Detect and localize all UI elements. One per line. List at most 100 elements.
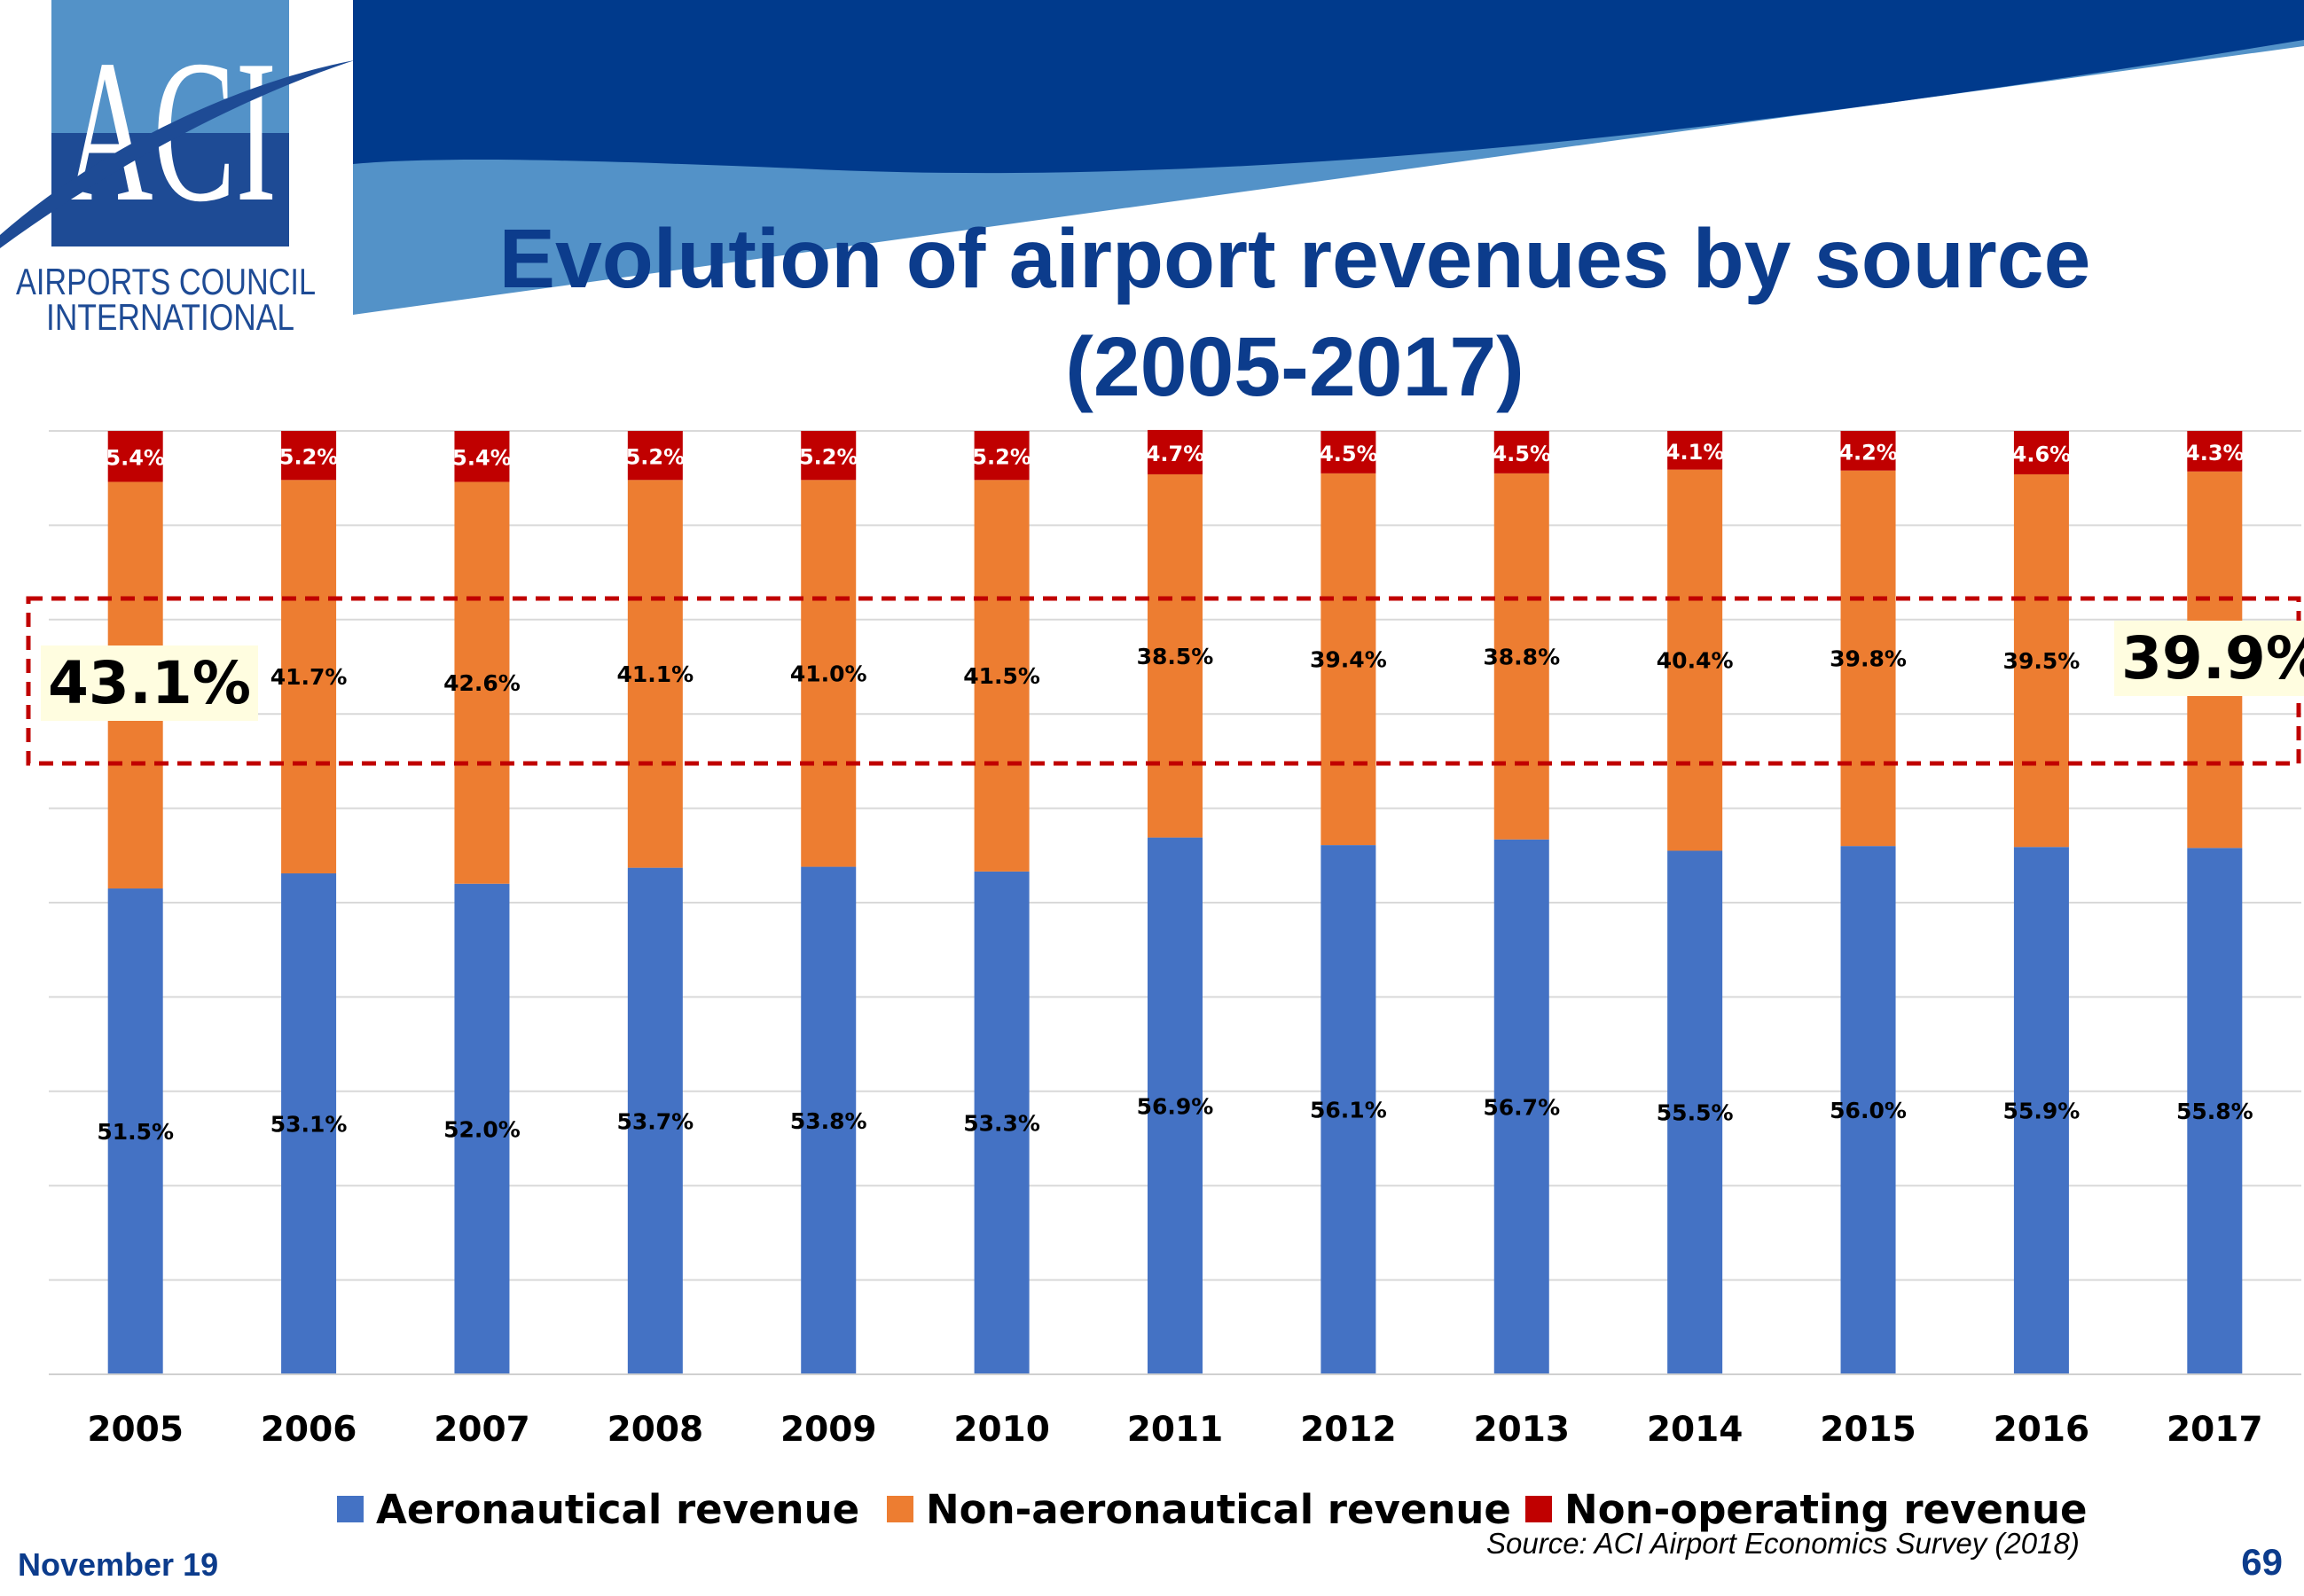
data-label: 40.4%: [1657, 648, 1734, 674]
x-tick-label: 2007: [434, 1410, 530, 1450]
x-tick-label: 2014: [1647, 1410, 1744, 1450]
page-title-line2: (2005-2017): [1065, 320, 1524, 414]
x-tick-label: 2011: [1127, 1410, 1224, 1450]
bar-segment: [974, 431, 1030, 481]
page-title-line1: Evolution of airport revenues by source: [498, 212, 2091, 306]
bar-segment: [1493, 839, 1549, 1374]
legend-item-aeronautical: Aeronautical revenue: [337, 1483, 859, 1536]
bar-segment: [281, 480, 337, 874]
bar-segment: [1148, 429, 1203, 474]
data-label: 5.2%: [972, 445, 1031, 470]
bar-segment: [974, 480, 1030, 872]
bar-segment: [1148, 473, 1203, 838]
bar-segment: [2187, 431, 2243, 472]
data-label: 41.5%: [963, 663, 1040, 689]
callout-first-value: 43.1%: [41, 645, 258, 721]
bar-segment: [801, 866, 857, 1374]
data-label: 42.6%: [443, 670, 521, 696]
bar-segment: [107, 431, 163, 482]
x-tick-label: 2008: [607, 1410, 704, 1450]
legend-label-aeronautical: Aeronautical revenue: [376, 1485, 860, 1533]
data-label: 52.0%: [443, 1116, 521, 1142]
data-label: 38.8%: [1483, 644, 1560, 669]
data-label: 53.3%: [963, 1110, 1040, 1136]
bar-segment: [1320, 845, 1376, 1374]
bar-segment: [454, 883, 510, 1374]
bar-segment: [2013, 473, 2069, 848]
data-label: 56.1%: [1310, 1098, 1387, 1123]
bar-segment: [454, 481, 510, 884]
dark-band: [353, 0, 2304, 174]
x-tick-label: 2005: [87, 1410, 184, 1450]
bar-segment: [627, 867, 683, 1374]
data-label: 55.9%: [2003, 1099, 2081, 1124]
data-label: 56.0%: [1830, 1098, 1907, 1123]
bar-segment: [107, 888, 163, 1374]
data-label: 5.4%: [452, 446, 512, 471]
data-label: 39.8%: [1830, 645, 1907, 671]
data-label: 4.7%: [1146, 442, 1205, 466]
page-number: 69: [2241, 1541, 2283, 1583]
data-label: 41.0%: [790, 661, 867, 686]
data-label: 5.2%: [799, 445, 858, 470]
bar-segment: [1493, 473, 1549, 840]
data-label: 4.1%: [1665, 440, 1725, 465]
x-tick-label: 2016: [1994, 1410, 2090, 1450]
bar-segment: [1840, 431, 1896, 471]
data-label: 4.3%: [2185, 441, 2245, 466]
bar-segment: [801, 480, 857, 867]
data-label: 41.1%: [616, 661, 694, 687]
org-name-line2: INTERNATIONAL: [46, 296, 294, 338]
bar-segment: [1320, 473, 1376, 846]
data-label: 39.4%: [1310, 646, 1387, 672]
logo-box-inner: [51, 133, 289, 246]
x-tick-label: 2006: [261, 1410, 357, 1450]
data-label: 41.7%: [270, 664, 348, 690]
bar-segment: [1493, 431, 1549, 473]
bar-segment: [627, 480, 683, 868]
source-note: Source: ACI Airport Economics Survey (20…: [1486, 1527, 2080, 1560]
bar-segment: [801, 431, 857, 481]
bar-segment: [1840, 470, 1896, 847]
legend-swatch-non-aeronautical: [887, 1496, 913, 1522]
bar-segment: [281, 873, 337, 1374]
callout-last-value: 39.9%: [2114, 621, 2304, 696]
x-tick-label: 2012: [1300, 1410, 1397, 1450]
x-tick-label: 2015: [1820, 1410, 1916, 1450]
data-label: 56.7%: [1483, 1094, 1560, 1120]
bar-segment: [974, 871, 1030, 1374]
bar-segment: [2013, 431, 2069, 474]
data-label: 39.5%: [2003, 648, 2081, 674]
bar-segment: [2013, 847, 2069, 1374]
data-label: 53.8%: [790, 1108, 867, 1134]
data-label: 5.4%: [106, 446, 165, 471]
data-label: 4.5%: [1492, 442, 1551, 466]
bar-segment: [1320, 431, 1376, 473]
bar-segment: [1667, 469, 1723, 851]
legend-label-non-aeronautical: Non-aeronautical revenue: [926, 1485, 1511, 1533]
data-label: 38.5%: [1137, 644, 1214, 669]
data-label: 55.5%: [1657, 1100, 1734, 1126]
x-tick-label: 2013: [1473, 1410, 1570, 1450]
legend-item-non-aeronautical: Non-aeronautical revenue: [887, 1483, 1511, 1536]
header-banner: ACI AIRPORTS COUNCIL INTERNATIONAL: [0, 0, 2304, 338]
data-label: 56.9%: [1137, 1093, 1214, 1119]
legend-item-non-operating: Non-operating revenue: [1525, 1483, 2088, 1536]
x-tick-label: 2010: [953, 1410, 1050, 1450]
legend-swatch-aeronautical: [337, 1496, 364, 1522]
legend-label-non-operating: Non-operating revenue: [1564, 1485, 2088, 1533]
x-tick-label: 2017: [2167, 1410, 2263, 1450]
bar-segment: [1667, 850, 1723, 1374]
data-label: 55.8%: [2176, 1099, 2253, 1124]
bar-segment: [281, 431, 337, 481]
bar-segment: [1840, 846, 1896, 1374]
data-label: 51.5%: [97, 1119, 174, 1145]
data-label: 53.7%: [616, 1108, 694, 1134]
bar-segment: [454, 431, 510, 482]
bar-segment: [1667, 431, 1723, 470]
bar-segment: [1148, 837, 1203, 1374]
data-label: 4.5%: [1319, 442, 1378, 466]
data-label: 5.2%: [279, 445, 339, 470]
